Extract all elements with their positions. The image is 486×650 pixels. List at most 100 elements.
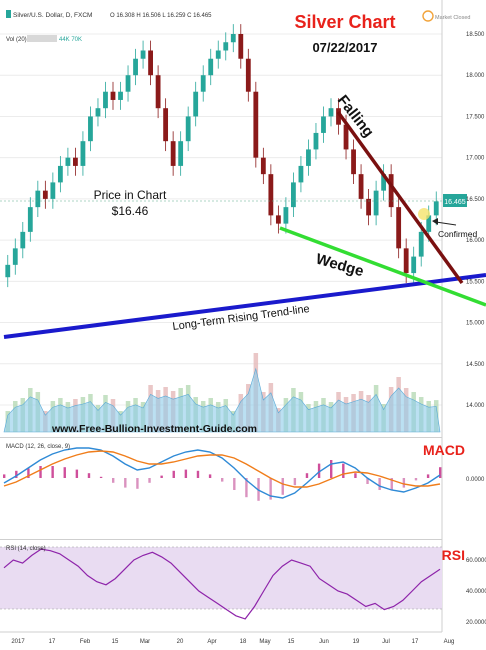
candle-body [178, 141, 184, 166]
candle-body [20, 231, 26, 249]
price-tick-label: 14.000 [466, 403, 485, 409]
candle-body [125, 75, 131, 92]
candle-body [95, 108, 101, 117]
price-tick-label: 15.500 [466, 279, 485, 285]
candle-body [5, 264, 11, 278]
candle-body [200, 75, 206, 92]
macd-hist-bar [305, 473, 309, 478]
candle-body [193, 91, 199, 117]
website-label: www.Free-Bullion-Investment-Guide.com [51, 423, 257, 435]
candle-body [185, 116, 191, 142]
price-tick-label: 15.000 [466, 321, 485, 327]
last-price-tag [443, 194, 467, 207]
candle-body [403, 248, 409, 274]
candle-body [343, 124, 349, 150]
price-tick-label: 18.000 [466, 73, 485, 79]
price-axis-ticks: 14.000 14.500 15.000 15.500 16.000 16.500 17.0… [466, 32, 485, 409]
market-status: Market Closed [435, 15, 470, 21]
candle-body [433, 201, 439, 216]
volume-area [3, 367, 441, 433]
macd-hist-bar [233, 478, 236, 490]
macd-hist-bar [3, 474, 6, 478]
last-price-tag-text: 16.465 [444, 199, 466, 206]
ohlc-values: O 16.308 H 16.506 L 16.259 C 16.465 [110, 13, 212, 19]
price-tick-label: 14.500 [466, 362, 485, 368]
macd-hist-bar [221, 478, 224, 482]
candle-body [283, 207, 289, 224]
price-value: $16.46 [112, 204, 149, 218]
candle-body [103, 91, 108, 109]
rsi-line [3, 548, 441, 620]
price-tick-label: 17.000 [466, 156, 485, 162]
candle-body [260, 157, 266, 175]
macd-hist-bar [27, 468, 30, 478]
candle-body [140, 50, 146, 59]
rsi-title: RSI [442, 547, 465, 563]
symbol-line: Silver/U.S. Dollar, D, FXCM [13, 12, 92, 19]
confirmed-arrow [435, 221, 457, 226]
rsi-band [0, 547, 442, 609]
candle-body [336, 108, 341, 125]
candle-body [426, 215, 432, 232]
candle-body [313, 132, 319, 150]
macd-title: MACD [423, 442, 465, 458]
x-tick-label: 19 [353, 639, 360, 645]
candle-body [208, 58, 214, 76]
candle-body [238, 34, 244, 59]
candle-body [57, 165, 63, 183]
candle-body [110, 91, 116, 100]
macd-hist-bar [293, 478, 297, 486]
candle-body [268, 174, 274, 216]
macd-line [3, 447, 441, 499]
signal-line [3, 450, 441, 488]
macd-hist-bar [342, 463, 345, 478]
macd-hist-bar [366, 478, 369, 484]
x-tick-label: 15 [288, 639, 295, 645]
macd-hist-bar [136, 478, 139, 489]
confirmed-arrowhead [432, 218, 438, 225]
candle-body [411, 256, 417, 274]
rsi-tick-label: 40.0000 [466, 589, 486, 595]
chart-date: 07/22/2017 [312, 40, 377, 55]
candle-body [163, 108, 169, 142]
candle-body [366, 198, 371, 216]
macd-hist-bar [148, 478, 151, 483]
candle-body [215, 50, 221, 59]
candle-body [298, 165, 304, 183]
candlesticks [5, 24, 439, 288]
candle-body [388, 174, 394, 208]
macd-hist-bar [63, 467, 66, 478]
candle-body [396, 207, 402, 249]
rsi-divider [0, 539, 442, 540]
x-tick-label: 18 [240, 639, 247, 645]
candle-body [321, 116, 326, 133]
macd-hist-bar [402, 478, 406, 488]
macd-hist-bar [426, 474, 430, 478]
x-tick-label: Aug [444, 639, 455, 645]
candle-body [148, 50, 153, 76]
macd-hist-bar [330, 460, 333, 478]
volume-values: 44K 70K [59, 37, 82, 43]
macd-hist-bar [245, 478, 248, 498]
candle-body [275, 215, 281, 224]
volume-toggle-icons[interactable] [27, 35, 57, 42]
macd-zero-tick: 0.0000 [466, 477, 485, 483]
macd-hist-bar [414, 478, 418, 481]
x-tick-label: Mar [140, 639, 150, 645]
candle-body [230, 34, 236, 43]
macd-params: MACD (12, 26, close, 9) [6, 444, 70, 450]
candle-body [155, 75, 161, 109]
macd-hist-bar [196, 470, 200, 478]
macd-hist-bar [439, 467, 442, 478]
macd-hist-bar [87, 473, 91, 478]
candle-body [358, 174, 364, 199]
candle-body [50, 182, 56, 199]
x-tick-label: 15 [112, 639, 119, 645]
macd-hist-bar [172, 470, 175, 478]
price-tick-label: 17.500 [466, 114, 485, 120]
x-tick-label: May [259, 639, 270, 645]
candle-body [253, 91, 259, 158]
macd-hist-bar [390, 478, 393, 490]
candle-body [245, 58, 251, 92]
